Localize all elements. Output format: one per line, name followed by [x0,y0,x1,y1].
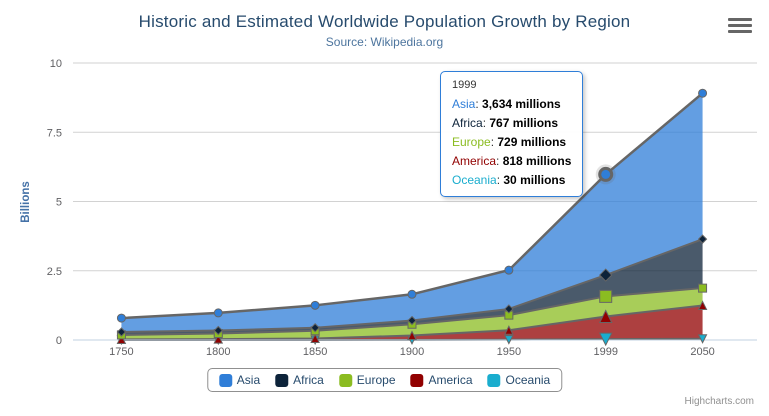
marker-asia-1900[interactable] [407,289,417,299]
tooltip-series-name: America [452,154,497,168]
tooltip-series-name: Asia [452,97,476,111]
series-area-africa[interactable] [121,239,703,335]
credits-link[interactable]: Highcharts.com [684,396,754,407]
legend-swatch [218,373,232,387]
legend-swatch [410,373,424,387]
x-axis-label: 1999 [593,346,617,358]
tooltip-row-europe: Europe: 729 millions [452,135,567,149]
legend-item-africa[interactable]: Africa [275,373,324,387]
legend-item-asia[interactable]: Asia [218,373,261,387]
legend: Asia Africa Europe America Oceania [206,368,563,392]
marker-asia-1800[interactable] [213,308,223,318]
burger-bar [728,30,752,33]
chart-subtitle: Source: Wikipedia.org [325,35,444,49]
series-area-america[interactable] [121,305,703,340]
y-axis-label: 0 [56,335,62,347]
marker-africa-2050[interactable] [697,234,708,244]
tooltip-series-name: Europe [452,135,491,149]
tooltip-series-value: 729 millions [494,135,567,149]
series-area-asia[interactable] [121,93,703,332]
legend-swatch [338,373,352,387]
tooltip-rows: Asia: 3,634 millions Africa: 767 millions… [452,95,571,190]
marker-africa-1999[interactable] [599,268,613,282]
marker-oceania-1999[interactable] [598,332,613,347]
marker-america-1750[interactable] [116,334,127,344]
legend-label: America [428,373,473,387]
marker-asia-1850[interactable] [310,300,320,310]
y-axis-label: 10 [50,58,62,70]
tooltip-row-africa: Africa: 767 millions [452,116,559,130]
marker-america-1850[interactable] [310,333,320,343]
marker-oceania-2050[interactable] [697,334,708,344]
tooltip-series-value: 818 millions [499,154,572,168]
marker-asia-1999[interactable] [598,166,614,182]
legend-item-oceania[interactable]: Oceania [487,373,551,387]
burger-bar [728,24,752,27]
y-axis-label: 5 [56,197,62,209]
tooltip: 1999 Asia: 3,634 millions Africa: 767 mil… [440,71,584,197]
marker-asia-2050[interactable] [698,88,708,98]
legend-swatch [275,373,289,387]
legend-label: Africa [293,373,324,387]
legend-label: Oceania [505,373,551,387]
tooltip-series-value: 30 millions [500,173,566,187]
x-axis-label: 1750 [109,346,133,358]
tooltip-series-value: 767 millions [486,116,559,130]
legend-item-america[interactable]: America [410,373,473,387]
y-axis-label: 7.5 [47,127,62,139]
tooltip-row-asia: Asia: 3,634 millions [452,97,561,111]
burger-bar [728,18,752,21]
chart-title: Historic and Estimated Worldwide Populat… [138,12,631,31]
x-axis-label: 1900 [400,346,424,358]
legend-swatch [487,373,501,387]
marker-asia-1950[interactable] [504,265,514,275]
tooltip-series-name: Africa [452,116,483,130]
tooltip-header: 1999 [452,79,477,91]
marker-america-1950[interactable] [504,325,514,335]
legend-label: Europe [356,373,396,387]
marker-america-1800[interactable] [213,333,224,344]
marker-europe-1999[interactable] [599,289,613,303]
tooltip-series-name: Oceania [452,173,497,187]
legend-item-europe[interactable]: Europe [338,373,396,387]
legend-label: Asia [236,373,261,387]
y-axis-label: 2.5 [47,266,62,278]
marker-europe-2050[interactable] [698,283,708,293]
x-axis-label: 1850 [303,346,327,358]
marker-africa-1800[interactable] [213,325,223,336]
marker-africa-1950[interactable] [504,304,514,314]
marker-america-1900[interactable] [407,330,417,341]
y-axis-title: Billions [20,181,32,223]
x-axis-label: 1800 [206,346,230,358]
marker-africa-1850[interactable] [310,323,320,333]
context-menu-icon[interactable] [728,18,752,34]
x-axis-label: 1950 [497,346,521,358]
marker-africa-1750[interactable] [116,327,127,337]
x-axis-label: 2050 [690,346,714,358]
marker-america-1999[interactable] [598,309,613,324]
tooltip-row-oceania: Oceania: 30 millions [452,173,566,187]
marker-africa-1900[interactable] [407,315,417,326]
marker-america-2050[interactable] [697,300,708,310]
tooltip-series-value: 3,634 millions [478,97,561,111]
marker-asia-1750[interactable] [116,313,126,323]
marker-oceania-1950[interactable] [504,335,514,345]
tooltip-row-america: America: 818 millions [452,154,572,168]
